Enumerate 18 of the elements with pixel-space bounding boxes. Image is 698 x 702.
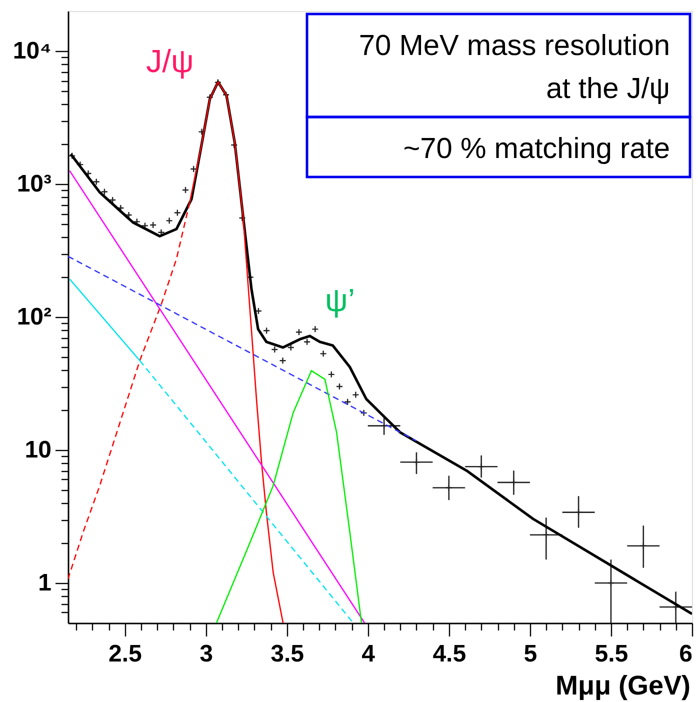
x-tick-label: 5 [524, 640, 538, 668]
x-tick-label: 2.5 [108, 640, 142, 668]
x-tick-label: 6 [679, 640, 692, 668]
annotation: 70 MeV mass resolution at the J/ψ [358, 30, 670, 105]
annotation: ~70 % matching rate [403, 133, 670, 165]
x-tick-label: 4.5 [432, 640, 466, 668]
y-tick-label: 10³ [16, 170, 52, 198]
x-axis-title: Mμμ (GeV) [555, 670, 690, 700]
y-tick-label: 1 [38, 569, 52, 596]
annotation: ψ’ [325, 282, 355, 318]
annotation: J/ψ [146, 43, 194, 79]
y-tick-label: 10 [24, 436, 52, 464]
y-tick-label: 10⁴ [12, 38, 52, 65]
x-tick-label: 5.5 [594, 640, 628, 668]
x-tick-label: 3.5 [270, 640, 304, 668]
x-tick-label: 4 [362, 640, 376, 668]
x-tick-label: 3 [200, 640, 213, 668]
y-tick-label: 10² [16, 304, 52, 330]
